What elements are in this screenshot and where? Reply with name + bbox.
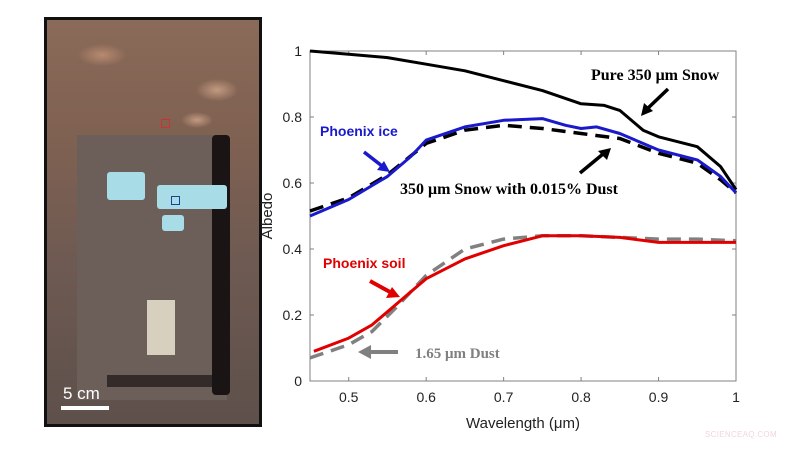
y-tick-label: 0.2: [283, 307, 303, 323]
label-pure-snow: Pure 350 μm Snow: [591, 67, 720, 84]
label-phoenix-ice: Phoenix ice: [320, 123, 398, 139]
series-pure-350-m-snow: [309, 49, 738, 191]
dust-arrow-head: [358, 345, 371, 359]
y-tick-label: 0.8: [283, 109, 303, 125]
x-tick-label: 0.9: [649, 389, 669, 405]
snow-arrow: [644, 87, 670, 112]
x-tick-label: 0.6: [416, 389, 436, 405]
ice-sample-marker: [171, 196, 180, 205]
y-tick-label: 0.6: [283, 175, 303, 191]
soil-arrow: [369, 279, 391, 294]
series-phoenix-soil: [313, 234, 736, 353]
ice-arrow-head: [377, 161, 390, 172]
scale-bar: [61, 406, 109, 410]
watermark: SCIENCEAQ.COM: [705, 430, 777, 439]
tick-labels: 0.5 0.6 0.7 0.8 0.9 1 0 0.2 0.4 0.6 0.8 1: [283, 43, 741, 405]
trench-photo: 5 cm: [44, 17, 262, 427]
x-axis-label: Wavelength (μm): [466, 415, 580, 432]
soil-sample-marker: [161, 119, 170, 128]
dust-snow-arrow-head: [598, 148, 611, 160]
y-tick-label: 0.4: [283, 241, 303, 257]
series-phoenix-ice: [309, 117, 738, 218]
y-axis-label: Albedo: [259, 193, 276, 240]
snow-arrow-head: [641, 103, 653, 116]
label-dust-snow: 350 μm Snow with 0.015% Dust: [400, 181, 619, 198]
y-tick-label: 0: [294, 373, 302, 389]
x-tick-label: 0.5: [339, 389, 359, 405]
trench-shadow-bottom: [107, 375, 227, 387]
series-1-65-m-dust: [309, 234, 737, 360]
trench-floor: [77, 135, 227, 400]
x-tick-label: 0.8: [571, 389, 591, 405]
ice-patch-center: [157, 185, 227, 209]
data-series: [309, 49, 738, 360]
ice-arrow: [362, 150, 384, 168]
label-phoenix-soil: Phoenix soil: [323, 255, 405, 271]
scale-bar-label: 5 cm: [63, 384, 100, 403]
soil-arrow-head: [386, 287, 400, 298]
ice-patch-lower: [162, 215, 184, 231]
pale-soil-patch: [147, 300, 175, 355]
dust-snow-arrow: [578, 152, 605, 175]
series-350-m-snow-with-0-015-dust: [309, 123, 738, 213]
ice-patch-left: [107, 172, 145, 200]
x-tick-label: 1: [732, 389, 740, 405]
annotation-arrows: [358, 87, 670, 359]
y-tick-label: 1: [294, 43, 302, 59]
label-dust: 1.65 μm Dust: [415, 346, 500, 362]
x-tick-label: 0.7: [494, 389, 514, 405]
